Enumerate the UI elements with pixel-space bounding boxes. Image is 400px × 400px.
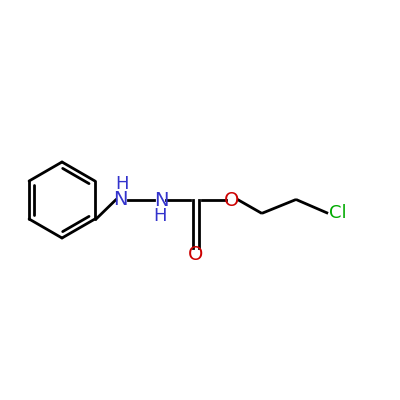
Text: N: N	[154, 191, 168, 210]
Text: H: H	[115, 175, 129, 193]
Text: Cl: Cl	[329, 204, 346, 222]
Text: H: H	[153, 207, 167, 225]
Text: O: O	[224, 190, 240, 210]
Text: O: O	[188, 244, 204, 264]
Text: N: N	[114, 190, 128, 209]
